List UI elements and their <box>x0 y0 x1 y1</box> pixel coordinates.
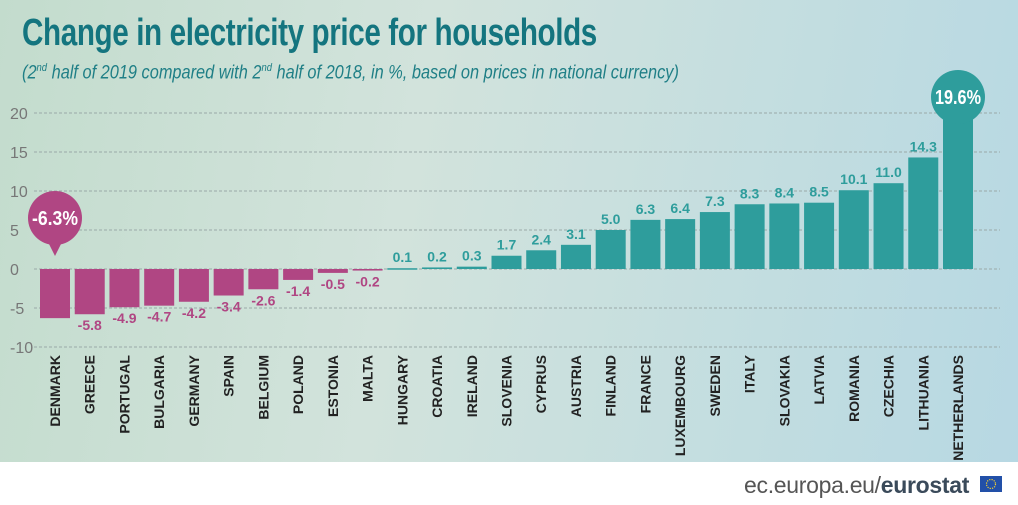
y-tick-label: 15 <box>10 145 28 162</box>
data-label: 1.7 <box>497 237 517 253</box>
bar-czechia <box>873 183 904 269</box>
data-label: 7.3 <box>705 193 725 209</box>
bar-hungary <box>387 268 418 270</box>
data-label: -4.2 <box>182 305 206 321</box>
category-label: LITHUANIA <box>915 355 931 430</box>
data-label: 10.1 <box>840 171 867 187</box>
category-label: SLOVENIA <box>499 355 515 427</box>
data-label: 0.3 <box>462 248 482 264</box>
data-label: 6.3 <box>636 201 656 217</box>
data-label: 5.0 <box>601 211 621 227</box>
category-label: SLOVAKIA <box>776 355 792 426</box>
bar-bulgaria <box>144 269 175 306</box>
data-label: -0.5 <box>321 276 345 292</box>
bar-chart: 20 15 10 5 0 -5 -10 -6.3% DENMARK -5.8 GREECE -4.9 P… <box>10 70 1000 461</box>
data-label: 0.2 <box>427 248 447 264</box>
bar-romania <box>838 190 869 269</box>
data-label: -4.9 <box>112 310 136 326</box>
bar-cyprus <box>526 250 557 269</box>
category-label: SWEDEN <box>707 355 723 416</box>
category-label: GREECE <box>82 355 98 414</box>
bar-denmark <box>40 269 70 319</box>
data-label: -6.3% <box>32 208 78 230</box>
y-tick-label: 5 <box>10 223 19 240</box>
bar-poland <box>283 269 314 280</box>
bar-lithuania <box>908 157 939 269</box>
data-label: 19.6% <box>935 87 981 109</box>
bar-belgium <box>248 269 279 290</box>
data-label: 8.4 <box>775 184 795 200</box>
data-label: 8.5 <box>809 184 829 200</box>
callout-bubble <box>28 191 82 245</box>
data-label: 3.1 <box>566 226 586 242</box>
y-tick-label: -5 <box>10 301 24 318</box>
bar-ireland <box>456 266 487 269</box>
y-tick-label: 0 <box>10 262 19 279</box>
chart-title: Change in electricity price for househol… <box>22 12 597 54</box>
y-tick-label: -10 <box>10 340 33 357</box>
bar-netherlands <box>943 116 973 270</box>
category-label: ROMANIA <box>846 355 862 422</box>
data-label: 11.0 <box>875 164 902 180</box>
bar-malta <box>352 269 383 271</box>
category-label: PORTUGAL <box>116 355 132 434</box>
category-label: CYPRUS <box>533 355 549 413</box>
data-label: -1.4 <box>286 283 310 299</box>
category-label: AUSTRIA <box>568 355 584 417</box>
data-label: -2.6 <box>251 292 275 308</box>
bar-france <box>630 219 661 269</box>
bar-spain <box>213 269 244 296</box>
bar-italy <box>734 204 765 269</box>
category-label: FINLAND <box>603 355 619 416</box>
data-label: 6.4 <box>670 200 690 216</box>
category-label: BELGIUM <box>255 355 271 420</box>
category-label: NETHERLANDS <box>950 355 966 461</box>
chart-subtitle: (2nd half of 2019 compared with 2nd half… <box>22 62 679 84</box>
bar-slovakia <box>769 203 800 269</box>
category-label: MALTA <box>360 355 376 402</box>
category-label: LUXEMBOURG <box>672 355 688 456</box>
category-label: SPAIN <box>221 355 237 397</box>
bar-austria <box>560 244 591 269</box>
footer-source[interactable]: ec.europa.eu/eurostat <box>744 472 970 498</box>
data-label: -0.2 <box>356 274 380 290</box>
bar-latvia <box>804 202 835 269</box>
data-label: 2.4 <box>531 231 551 247</box>
category-label: FRANCE <box>637 355 653 413</box>
bar-portugal <box>109 269 140 308</box>
bar-greece <box>74 269 105 315</box>
y-tick-label: 10 <box>10 184 28 201</box>
data-label: -3.4 <box>217 299 241 315</box>
bar-slovenia <box>491 255 522 269</box>
data-label: -4.7 <box>147 309 171 325</box>
category-label: GERMANY <box>186 354 202 426</box>
category-label: DENMARK <box>47 355 63 427</box>
category-label: IRELAND <box>464 355 480 417</box>
bar-croatia <box>422 267 453 269</box>
category-label: HUNGARY <box>394 354 410 425</box>
bar-estonia <box>317 269 348 273</box>
category-label: CROATIA <box>429 355 445 418</box>
data-label: 14.3 <box>910 138 937 154</box>
bar-sweden <box>699 212 730 269</box>
y-tick-label: 20 <box>10 106 28 123</box>
category-label: CZECHIA <box>881 355 897 417</box>
data-label: 8.3 <box>740 185 760 201</box>
category-label: BULGARIA <box>151 355 167 429</box>
data-label: -5.8 <box>78 317 102 333</box>
data-label: 0.1 <box>393 249 413 265</box>
bar-finland <box>595 230 626 269</box>
bar-germany <box>178 269 209 302</box>
bar-luxembourg <box>665 219 696 269</box>
category-label: POLAND <box>290 355 306 414</box>
callout-bubble <box>931 70 985 124</box>
category-label: LATVIA <box>811 355 827 405</box>
category-label: ESTONIA <box>325 355 341 417</box>
eu-flag-icon <box>980 476 1002 492</box>
category-label: ITALY <box>742 354 758 393</box>
